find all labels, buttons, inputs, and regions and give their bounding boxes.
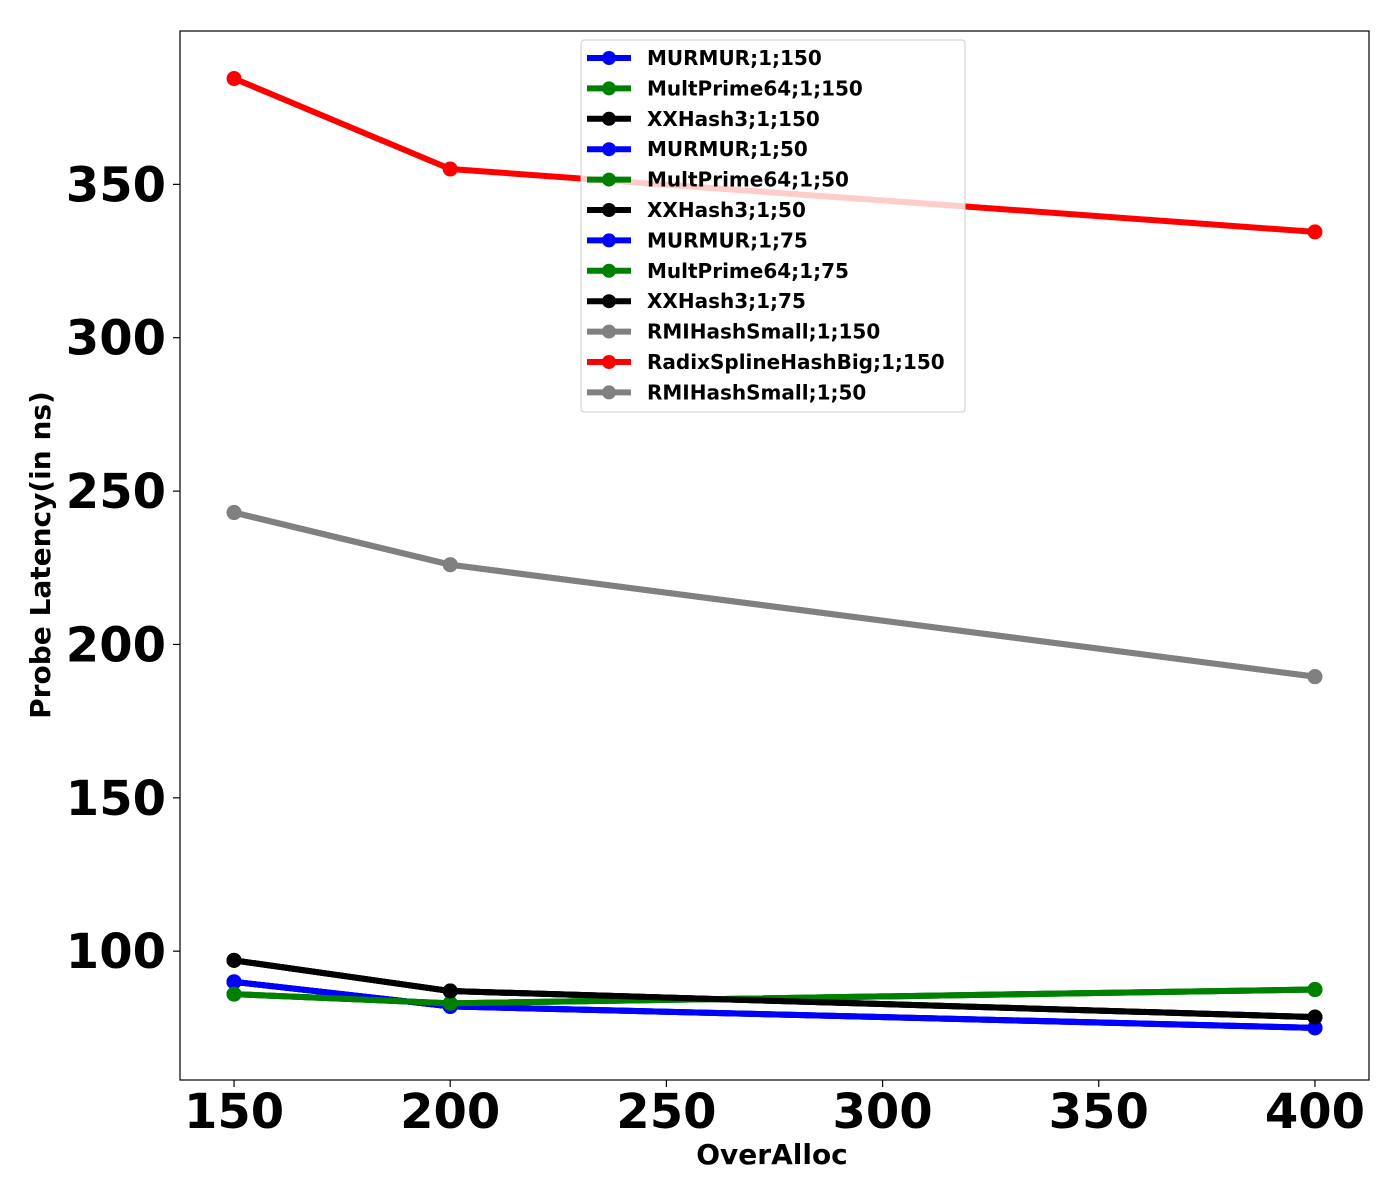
legend-label: MURMUR;1;150	[647, 46, 822, 70]
series-11	[226, 505, 1323, 685]
legend-box	[580, 39, 966, 413]
data-point	[1307, 669, 1323, 685]
legend-marker	[602, 355, 616, 369]
legend-label: MultPrime64;1;75	[647, 259, 849, 283]
legend-marker	[602, 142, 616, 157]
series-8	[226, 952, 1323, 1025]
legend-marker	[602, 51, 616, 65]
legend-marker	[602, 81, 616, 96]
x-tick-label: 300	[832, 1084, 932, 1140]
x-tick-label: 150	[184, 1084, 284, 1140]
data-point	[442, 995, 458, 1011]
y-tick-label: 250	[66, 464, 166, 520]
legend-marker	[602, 385, 616, 400]
legend-item: XXHash3;1;150	[587, 107, 820, 131]
legend-marker	[602, 263, 616, 278]
legend-label: MultPrime64;1;50	[647, 168, 849, 192]
legend-label: MultPrime64;1;150	[647, 76, 863, 100]
series-10	[226, 71, 1323, 240]
data-point	[226, 505, 242, 521]
legend-label: RMIHashSmall;1;50	[647, 380, 866, 404]
legend-label: MURMUR;1;75	[647, 228, 808, 252]
data-point	[226, 71, 242, 87]
y-axis-ticks: 100 150 200 250 300 350	[66, 157, 180, 980]
x-tick-label: 400	[1265, 1084, 1365, 1140]
y-tick-label: 350	[66, 157, 166, 213]
y-tick-label: 150	[66, 771, 166, 827]
data-point	[1307, 1009, 1323, 1025]
legend-label: MURMUR;1;50	[647, 137, 808, 161]
legend-label: RMIHashSmall;1;150	[647, 320, 880, 344]
series-7	[226, 982, 1323, 1011]
legend-marker	[602, 233, 616, 248]
legend-marker	[602, 203, 616, 217]
legend-label: RadixSplineHashBig;1;150	[647, 350, 945, 374]
plot-frame	[179, 30, 1370, 1081]
x-tick-label: 200	[400, 1084, 500, 1140]
legend-item: MURMUR;1;75	[587, 228, 808, 252]
legend-item: MURMUR;1;50	[587, 137, 808, 161]
data-point	[1307, 982, 1323, 998]
y-axis-label: Probe Latency(in ns)	[24, 391, 57, 719]
legend-item: MultPrime64;1;150	[587, 76, 863, 100]
data-point	[442, 557, 458, 573]
data-point	[1307, 224, 1323, 240]
legend-item: MultPrime64;1;75	[587, 259, 849, 283]
y-tick-label: 100	[66, 924, 166, 980]
legend-marker	[602, 172, 616, 187]
x-tick-label: 250	[616, 1084, 716, 1140]
legend-label: XXHash3;1;50	[647, 198, 806, 222]
x-axis-ticks: 150 200 250 300 350 400	[184, 1080, 1365, 1140]
legend-marker	[602, 324, 616, 339]
legend: MURMUR;1;150 MultPrime64;1;150 XXHash3;1;1…	[580, 39, 966, 413]
legend-item: MURMUR;1;150	[587, 46, 822, 70]
series-layer	[226, 71, 1323, 1036]
legend-item: RMIHashSmall;1;150	[587, 320, 880, 344]
x-axis-label: OverAlloc	[696, 1138, 848, 1171]
legend-label: XXHash3;1;150	[647, 107, 820, 131]
x-tick-label: 350	[1049, 1084, 1149, 1140]
y-tick-label: 200	[66, 617, 166, 673]
data-point	[1307, 1020, 1323, 1036]
legend-item: RMIHashSmall;1;50	[587, 380, 866, 404]
data-point	[442, 161, 458, 177]
data-point	[442, 983, 458, 999]
data-point	[226, 986, 242, 1002]
legend-item: MultPrime64;1;50	[587, 168, 849, 192]
legend-item: XXHash3;1;50	[587, 198, 806, 222]
legend-label: XXHash3;1;75	[647, 289, 806, 313]
legend-item: XXHash3;1;75	[587, 289, 806, 313]
data-point	[226, 952, 242, 968]
data-point	[226, 974, 242, 990]
legend-marker	[602, 111, 616, 126]
legend-item: RadixSplineHashBig;1;150	[587, 350, 945, 374]
y-tick-label: 300	[66, 311, 166, 367]
legend-marker	[602, 294, 616, 309]
